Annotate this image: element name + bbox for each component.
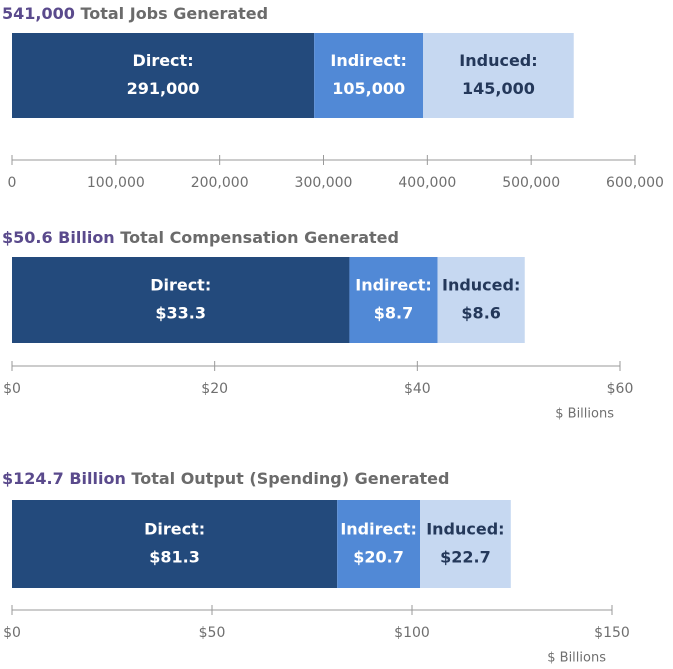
segment-value: 291,000 — [127, 79, 200, 98]
segment-name: Induced: — [459, 51, 537, 70]
bar-segment — [349, 257, 438, 343]
x-tick-label: $20 — [201, 381, 228, 397]
segment-value: $20.7 — [353, 548, 404, 567]
segment-name: Induced: — [442, 276, 520, 295]
x-tick-label: 100,000 — [87, 175, 145, 191]
segment-name: Direct: — [150, 276, 211, 295]
bar-segment — [314, 33, 424, 118]
x-tick-label: 300,000 — [295, 175, 353, 191]
segment-value: $22.7 — [440, 548, 491, 567]
bar-segment — [337, 500, 420, 588]
segment-name: Indirect: — [330, 51, 407, 70]
segment-value: $8.7 — [374, 304, 413, 323]
panel: 541,000 Total Jobs Generated Direct: 291,0… — [2, 4, 664, 192]
segment-value: 105,000 — [332, 79, 405, 98]
segment-value: $33.3 — [155, 304, 206, 323]
segment-name: Induced: — [426, 520, 504, 539]
x-tick-label: $60 — [607, 381, 634, 397]
segment-value: $81.3 — [149, 548, 200, 567]
title-text: Total Jobs Generated — [80, 4, 268, 23]
x-axis-label: $ Billions — [555, 407, 614, 422]
x-tick-label: 600,000 — [606, 175, 664, 191]
segment-name: Direct: — [144, 520, 205, 539]
title-value: 541,000 — [2, 4, 75, 23]
x-tick-label: 0 — [8, 175, 17, 191]
x-axis-label: $ Billions — [547, 651, 606, 666]
bar-segment — [12, 500, 338, 588]
title-text: Total Output (Spending) Generated — [131, 469, 449, 488]
chart-title: 541,000 Total Jobs Generated — [2, 4, 268, 23]
bar-segment — [12, 257, 350, 343]
x-tick-label: $0 — [3, 625, 21, 641]
title-text: Total Compensation Generated — [120, 228, 399, 247]
title-value: $124.7 Billion — [2, 469, 126, 488]
bar-segment — [12, 33, 315, 118]
panel: $124.7 Billion Total Output (Spending) G… — [2, 469, 630, 666]
x-tick-label: $50 — [199, 625, 226, 641]
segment-value: 145,000 — [462, 79, 535, 98]
bar-segment — [437, 257, 525, 343]
segment-name: Direct: — [133, 51, 194, 70]
segment-value: $8.6 — [461, 304, 500, 323]
x-tick-label: 400,000 — [398, 175, 456, 191]
bar-segment — [420, 500, 511, 588]
x-tick-label: $100 — [394, 625, 430, 641]
bar-segment — [423, 33, 574, 118]
x-tick-label: $40 — [404, 381, 431, 397]
chart-title: $50.6 Billion Total Compensation Generat… — [2, 228, 399, 247]
x-tick-label: $0 — [3, 381, 21, 397]
segment-name: Indirect: — [340, 520, 417, 539]
segment-name: Indirect: — [355, 276, 432, 295]
title-value: $50.6 Billion — [2, 228, 115, 247]
chart-title: $124.7 Billion Total Output (Spending) G… — [2, 469, 449, 488]
x-tick-label: $150 — [594, 625, 630, 641]
x-tick-label: 500,000 — [502, 175, 560, 191]
panel: $50.6 Billion Total Compensation Generat… — [2, 228, 633, 422]
x-tick-label: 200,000 — [191, 175, 249, 191]
